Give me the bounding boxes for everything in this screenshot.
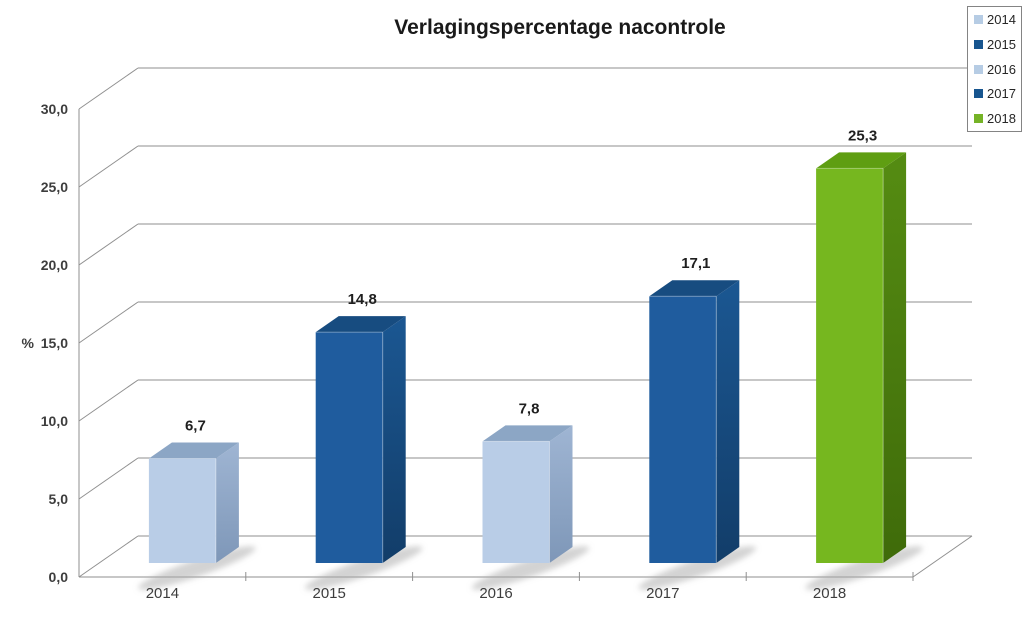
- bar-2014: [148, 442, 239, 563]
- y-tick-label: 25,0: [41, 179, 68, 195]
- legend-item-2015: 2015: [974, 38, 1018, 51]
- x-tick-label-2018: 2018: [813, 585, 846, 602]
- legend-item-2018: 2018: [974, 112, 1018, 125]
- legend-label: 2015: [987, 36, 1016, 52]
- legend-label: 2018: [987, 111, 1016, 126]
- chart-title: Verlagingspercentage nacontrole: [394, 16, 726, 39]
- legend-swatch: [974, 15, 983, 24]
- legend-swatch: [974, 39, 983, 49]
- bar-2016: [482, 425, 573, 563]
- y-tick-label: 0,0: [49, 569, 69, 585]
- x-tick-label-2017: 2017: [646, 585, 679, 602]
- y-tick-label: 30,0: [41, 101, 68, 117]
- legend-swatch: [974, 64, 983, 74]
- bars: [148, 152, 907, 563]
- bar-2015: [315, 316, 406, 563]
- bar-2018: [816, 152, 907, 563]
- x-tick-label-2014: 2014: [146, 585, 179, 602]
- y-tick-label: 10,0: [41, 413, 68, 429]
- legend-label: 2017: [987, 86, 1016, 102]
- value-label-2014: 6,7: [185, 417, 206, 434]
- value-label-2015: 14,8: [348, 291, 377, 308]
- legend-swatch: [974, 89, 983, 99]
- legend-item-2016: 2016: [974, 63, 1018, 76]
- legend: 2014 2015 2016 2017 2018: [967, 6, 1022, 132]
- value-label-2016: 7,8: [519, 400, 540, 417]
- legend-label: 2014: [987, 12, 1016, 27]
- x-tick-label-2015: 2015: [313, 585, 346, 602]
- bar-shadows: [138, 546, 923, 590]
- y-tick-label: 20,0: [41, 257, 68, 273]
- legend-swatch: [974, 114, 983, 123]
- legend-item-2014: 2014: [974, 13, 1018, 26]
- y-axis-title: %: [22, 335, 35, 351]
- bar-2017: [649, 280, 740, 563]
- value-label-2018: 25,3: [848, 127, 877, 144]
- y-tick-label: 5,0: [49, 491, 69, 507]
- y-tick-label: 15,0: [41, 335, 68, 351]
- legend-label: 2016: [987, 61, 1016, 77]
- legend-item-2017: 2017: [974, 87, 1018, 100]
- data-labels: 6,7 2014 14,8 2015 7,8 2016 17,1 2017 25,3 2018: [146, 127, 877, 602]
- x-tick-label-2016: 2016: [479, 585, 512, 602]
- value-label-2017: 17,1: [681, 255, 710, 272]
